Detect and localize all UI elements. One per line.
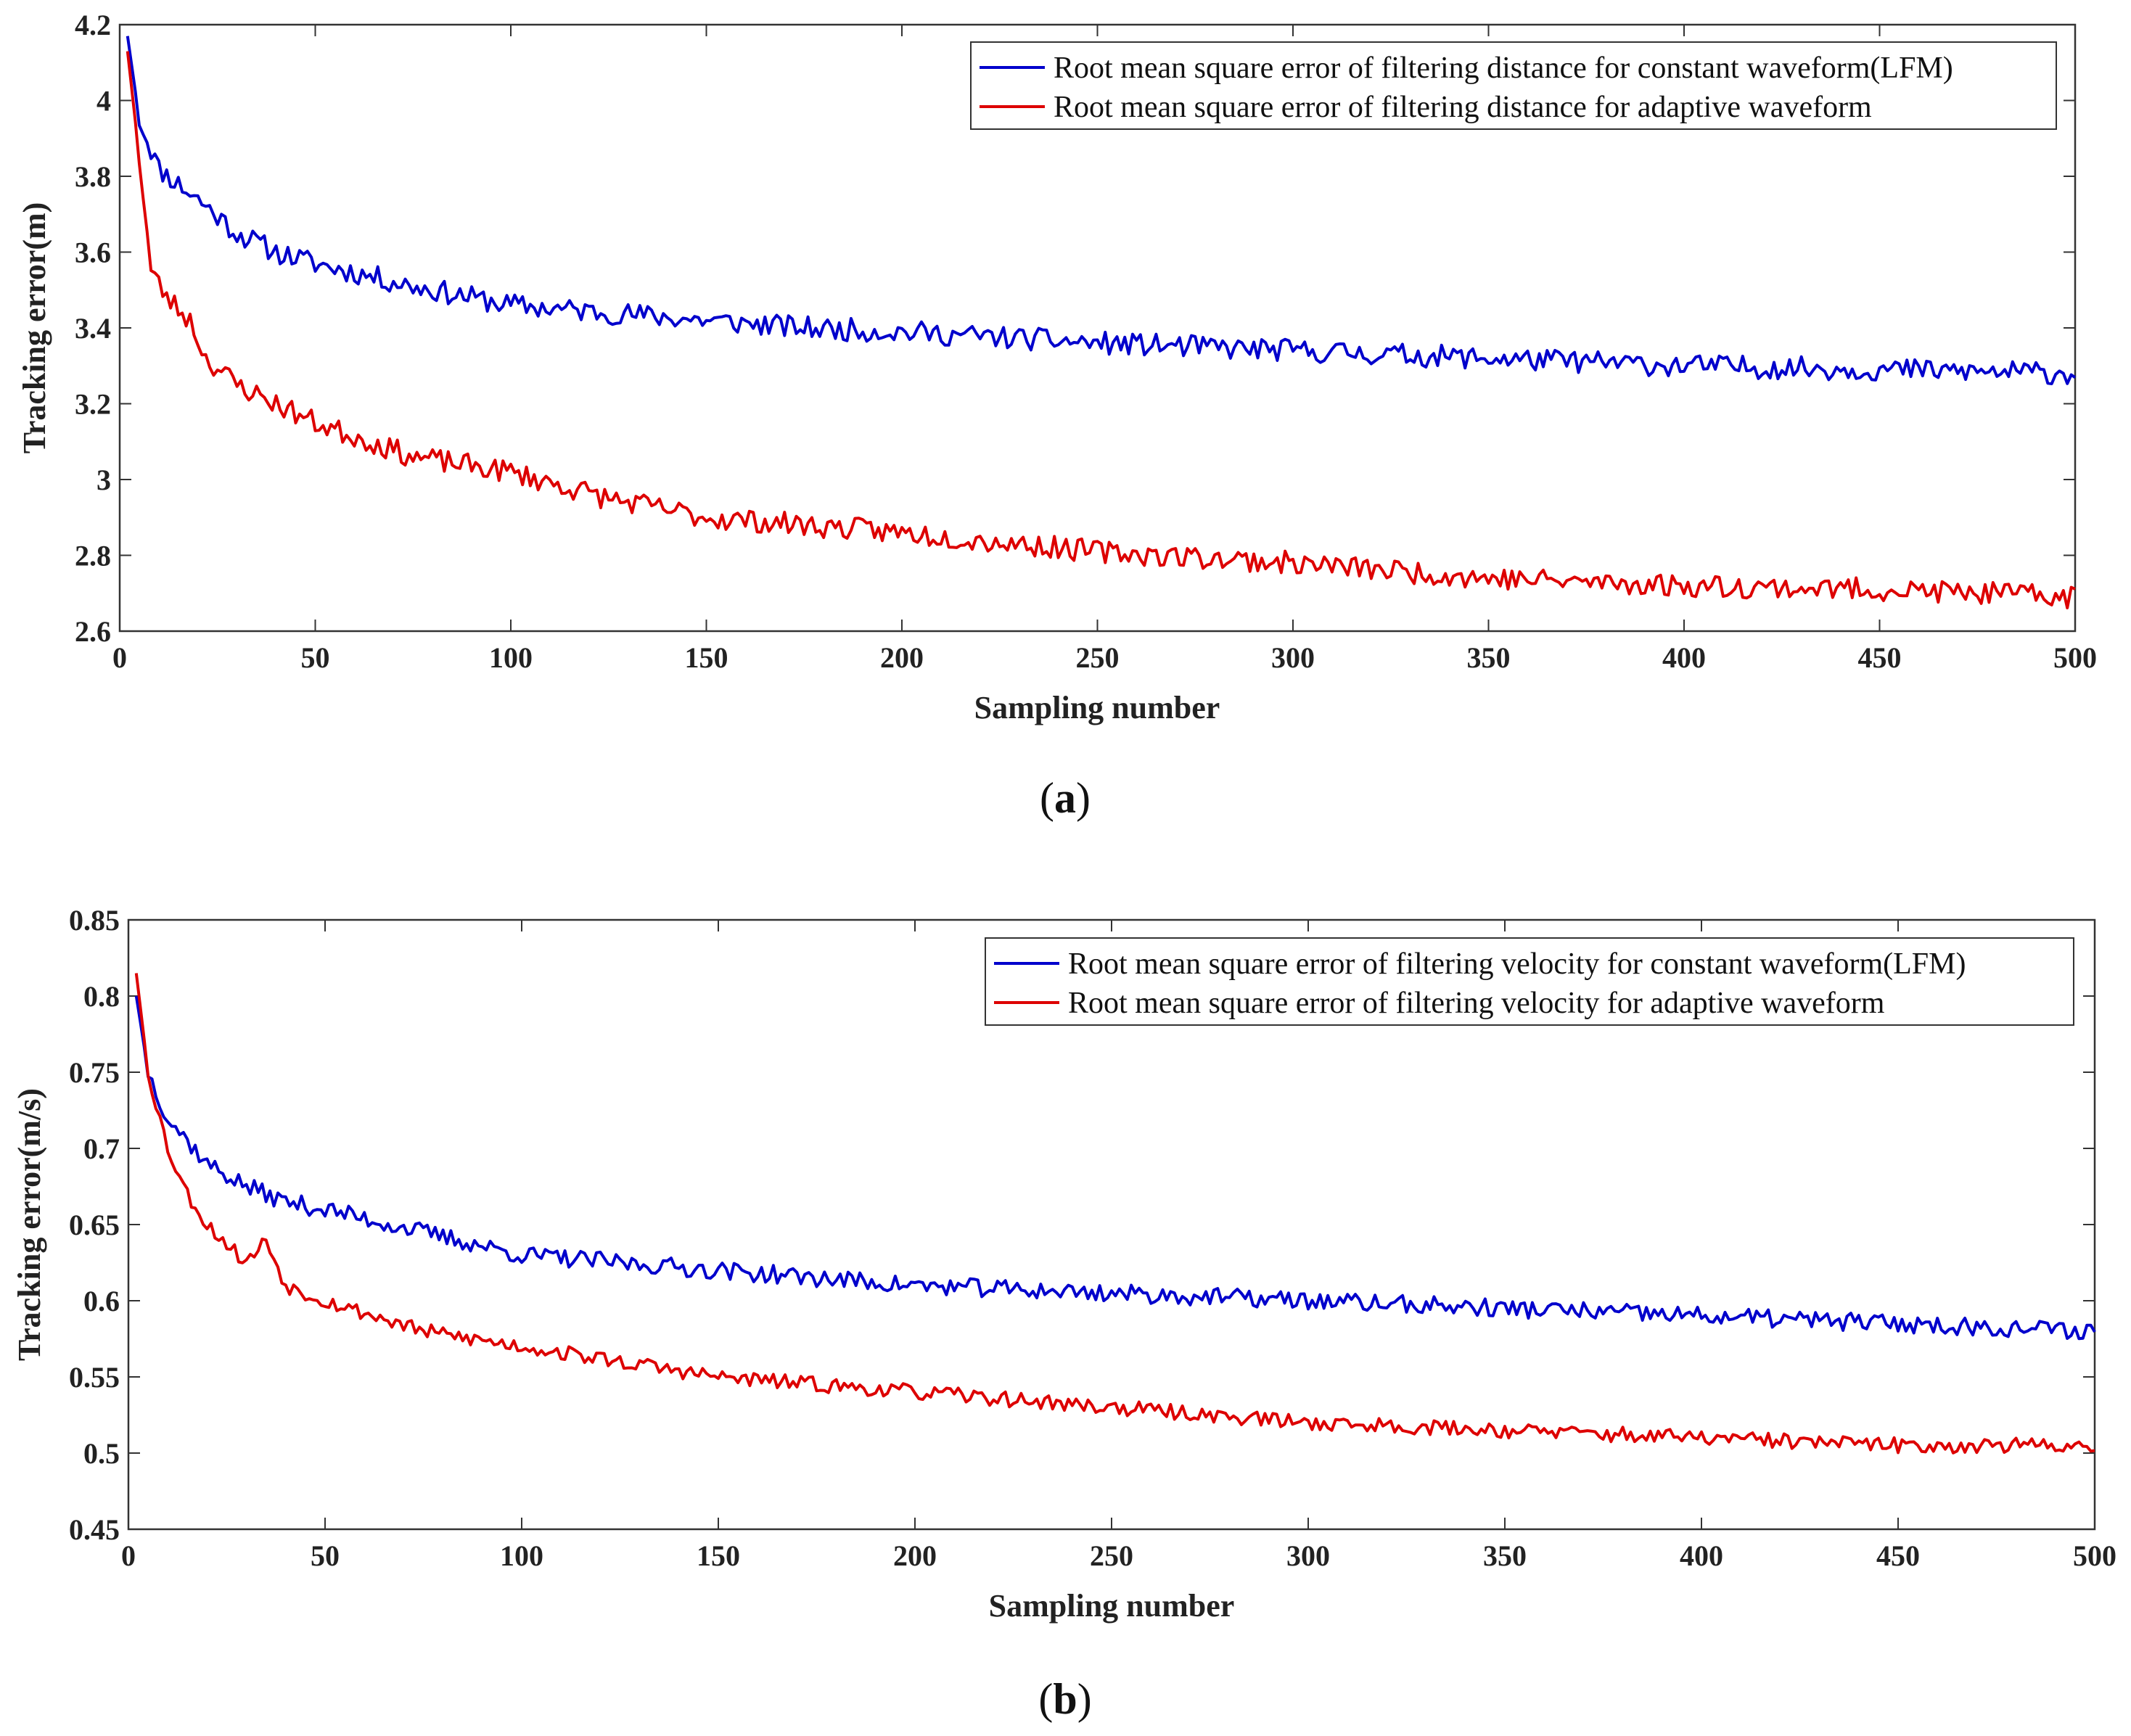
y-tick-label-a-8: 4.2 — [75, 9, 111, 41]
x-tick-label-b-7: 350 — [1483, 1539, 1527, 1572]
y-tick-label-b-6: 0.75 — [69, 1056, 120, 1089]
series-lines-a — [126, 36, 2077, 609]
x-tick-label-b-6: 300 — [1286, 1539, 1330, 1572]
x-tick-label-b-1: 50 — [311, 1539, 340, 1572]
x-tick-label-a-3: 150 — [685, 641, 728, 674]
series-line-a-0 — [126, 36, 2077, 385]
y-tick-label-a-6: 3.8 — [75, 160, 111, 193]
legend-box-a — [970, 41, 2057, 130]
x-axis-title-a: Sampling number — [974, 690, 1220, 725]
y-tick-label-b-3: 0.6 — [83, 1285, 120, 1317]
x-tick-labels-b: 0 50 100 150 200 250 300 350 400 450 500 — [121, 1539, 2116, 1572]
ticks-a — [119, 24, 2076, 632]
x-tick-label-b-0: 0 — [121, 1539, 136, 1572]
y-tick-label-a-0: 2.6 — [75, 615, 111, 648]
y-axis-title-a: Tracking error(m) — [17, 202, 52, 454]
x-tick-label-b-2: 100 — [500, 1539, 543, 1572]
series-line-b-0 — [134, 995, 2096, 1341]
caption-b-letter: b — [1053, 1675, 1077, 1723]
x-tick-label-a-2: 100 — [489, 641, 533, 674]
legend-box-b — [985, 937, 2074, 1026]
y-tick-label-a-4: 3.4 — [75, 312, 111, 345]
y-tick-labels-b: 0.45 0.5 0.55 0.6 0.65 0.7 0.75 0.8 0.85 — [69, 904, 120, 1546]
y-axis-title-b: Tracking error(m/s) — [12, 1088, 47, 1361]
y-tick-label-b-1: 0.5 — [83, 1437, 120, 1470]
y-tick-label-b-7: 0.8 — [83, 980, 120, 1013]
y-tick-label-b-5: 0.7 — [83, 1132, 120, 1165]
x-tick-labels-a: 0 50 100 150 200 250 300 350 400 450 500 — [112, 641, 2097, 674]
y-tick-label-b-4: 0.65 — [69, 1209, 120, 1241]
legend-b: Root mean square error of filtering velo… — [985, 937, 2074, 1026]
x-axis-title-b: Sampling number — [989, 1588, 1235, 1624]
caption-a-close: ) — [1076, 774, 1091, 822]
series-line-b-1 — [134, 973, 2095, 1455]
x-tick-label-b-10: 500 — [2073, 1539, 2116, 1572]
x-tick-label-b-5: 250 — [1090, 1539, 1133, 1572]
caption-a-open: ( — [1040, 774, 1054, 822]
x-tick-label-b-9: 450 — [1876, 1539, 1920, 1572]
y-tick-label-b-0: 0.45 — [69, 1513, 120, 1546]
x-tick-label-a-5: 250 — [1076, 641, 1120, 674]
x-tick-label-b-4: 200 — [893, 1539, 937, 1572]
y-tick-label-b-2: 0.55 — [69, 1361, 120, 1394]
legend-label-a-0: Root mean square error of filtering dist… — [1054, 52, 1953, 85]
y-tick-labels-a: 2.6 2.8 3 3.2 3.4 3.6 3.8 4 4.2 — [75, 9, 111, 648]
x-tick-label-a-9: 450 — [1858, 641, 1902, 674]
y-tick-label-a-1: 2.8 — [75, 540, 111, 572]
series-lines-b — [134, 973, 2096, 1455]
x-tick-label-b-8: 400 — [1680, 1539, 1723, 1572]
caption-b-open: ( — [1038, 1675, 1053, 1723]
caption-b: (b) — [1038, 1675, 1091, 1723]
y-tick-label-a-3: 3.2 — [75, 388, 111, 421]
ticks-b — [128, 919, 2095, 1530]
legend-label-b-1: Root mean square error of filtering velo… — [1068, 987, 1885, 1020]
caption-a: (a) — [1040, 774, 1091, 822]
y-tick-label-a-5: 3.6 — [75, 236, 111, 269]
y-tick-label-b-8: 0.85 — [69, 904, 120, 937]
legend-a: Root mean square error of filtering dist… — [970, 41, 2057, 130]
panel-b: 0.45 0.5 0.55 0.6 0.65 0.7 0.75 0.8 0.85 0 50 100 1… — [12, 904, 2116, 1723]
x-tick-label-a-1: 50 — [301, 641, 330, 674]
panel-a: 2.6 2.8 3 3.2 3.4 3.6 3.8 4 4.2 0 50 100 150 200 250 3… — [17, 9, 2097, 822]
x-tick-label-b-3: 150 — [697, 1539, 740, 1572]
x-tick-label-a-8: 400 — [1662, 641, 1706, 674]
series-line-a-1 — [126, 51, 2076, 609]
y-tick-label-a-7: 4 — [97, 85, 111, 118]
caption-b-close: ) — [1077, 1675, 1092, 1723]
legend-label-a-1: Root mean square error of filtering dist… — [1054, 91, 1872, 124]
x-tick-label-a-4: 200 — [880, 641, 924, 674]
x-tick-label-a-6: 300 — [1271, 641, 1315, 674]
x-tick-label-a-0: 0 — [112, 641, 127, 674]
x-tick-label-a-7: 350 — [1467, 641, 1511, 674]
x-tick-label-a-10: 500 — [2053, 641, 2097, 674]
legend-label-b-0: Root mean square error of filtering velo… — [1068, 947, 1966, 981]
caption-a-letter: a — [1054, 774, 1076, 822]
y-tick-label-a-2: 3 — [97, 464, 111, 496]
